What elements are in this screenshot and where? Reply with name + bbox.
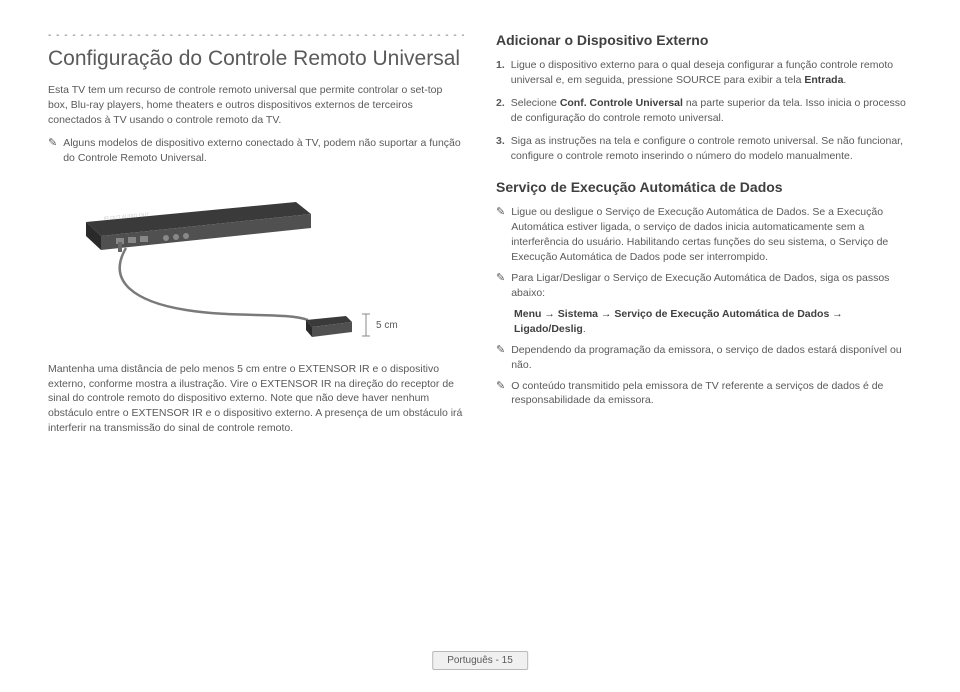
- distance-marker: 5 cm: [362, 314, 398, 336]
- step-1: 1. Ligue o dispositivo externo para o qu…: [496, 58, 912, 88]
- note-icon: ✎: [496, 343, 505, 373]
- note-item: ✎ O conteúdo transmitido pela emissora d…: [496, 379, 912, 409]
- step-text: Selecione Conf. Controle Universal na pa…: [511, 96, 912, 126]
- step-text: Siga as instruções na tela e configure o…: [511, 134, 912, 164]
- ir-blaster-icon: [306, 316, 352, 337]
- menu-path: Menu → Sistema → Serviço de Execução Aut…: [514, 307, 912, 337]
- step-number: 1.: [496, 58, 505, 88]
- step-2: 2. Selecione Conf. Controle Universal na…: [496, 96, 912, 126]
- divider-dashes: - - - - - - - - - - - - - - - - - - - - …: [48, 30, 464, 41]
- note-item: ✎ Alguns modelos de dispositivo externo …: [48, 136, 464, 166]
- note-text: Dependendo da programação da emissora, o…: [511, 343, 912, 373]
- note-item: ✎ Para Ligar/Desligar o Serviço de Execu…: [496, 271, 912, 301]
- note-text: Para Ligar/Desligar o Serviço de Execuçã…: [511, 271, 912, 301]
- subsection-title: Serviço de Execução Automática de Dados: [496, 179, 912, 195]
- intro-paragraph: Esta TV tem um recurso de controle remot…: [48, 83, 464, 128]
- note-text: Ligue ou desligue o Serviço de Execução …: [511, 205, 912, 265]
- note-icon: ✎: [496, 205, 505, 265]
- step-number: 3.: [496, 134, 505, 164]
- illustration-caption: Mantenha uma distância de pelo menos 5 c…: [48, 362, 464, 437]
- note-item: ✎ Ligue ou desligue o Serviço de Execuçã…: [496, 205, 912, 265]
- ir-extender-illustration: IR OUT AUDIO OUT 5 cm: [48, 172, 464, 352]
- note-text: O conteúdo transmitido pela emissora de …: [511, 379, 912, 409]
- note-text: Alguns modelos de dispositivo externo co…: [63, 136, 464, 166]
- note-icon: ✎: [496, 379, 505, 409]
- note-icon: ✎: [48, 136, 57, 166]
- step-text: Ligue o dispositivo externo para o qual …: [511, 58, 912, 88]
- subsection-title: Adicionar o Dispositivo Externo: [496, 32, 912, 48]
- note-item: ✎ Dependendo da programação da emissora,…: [496, 343, 912, 373]
- cable-icon: [120, 248, 308, 320]
- note-icon: ✎: [496, 271, 505, 301]
- svg-text:5 cm: 5 cm: [376, 320, 398, 331]
- page-footer: Português - 15: [432, 651, 528, 670]
- step-number: 2.: [496, 96, 505, 126]
- step-3: 3. Siga as instruções na tela e configur…: [496, 134, 912, 164]
- section-title: Configuração do Controle Remoto Universa…: [48, 47, 464, 71]
